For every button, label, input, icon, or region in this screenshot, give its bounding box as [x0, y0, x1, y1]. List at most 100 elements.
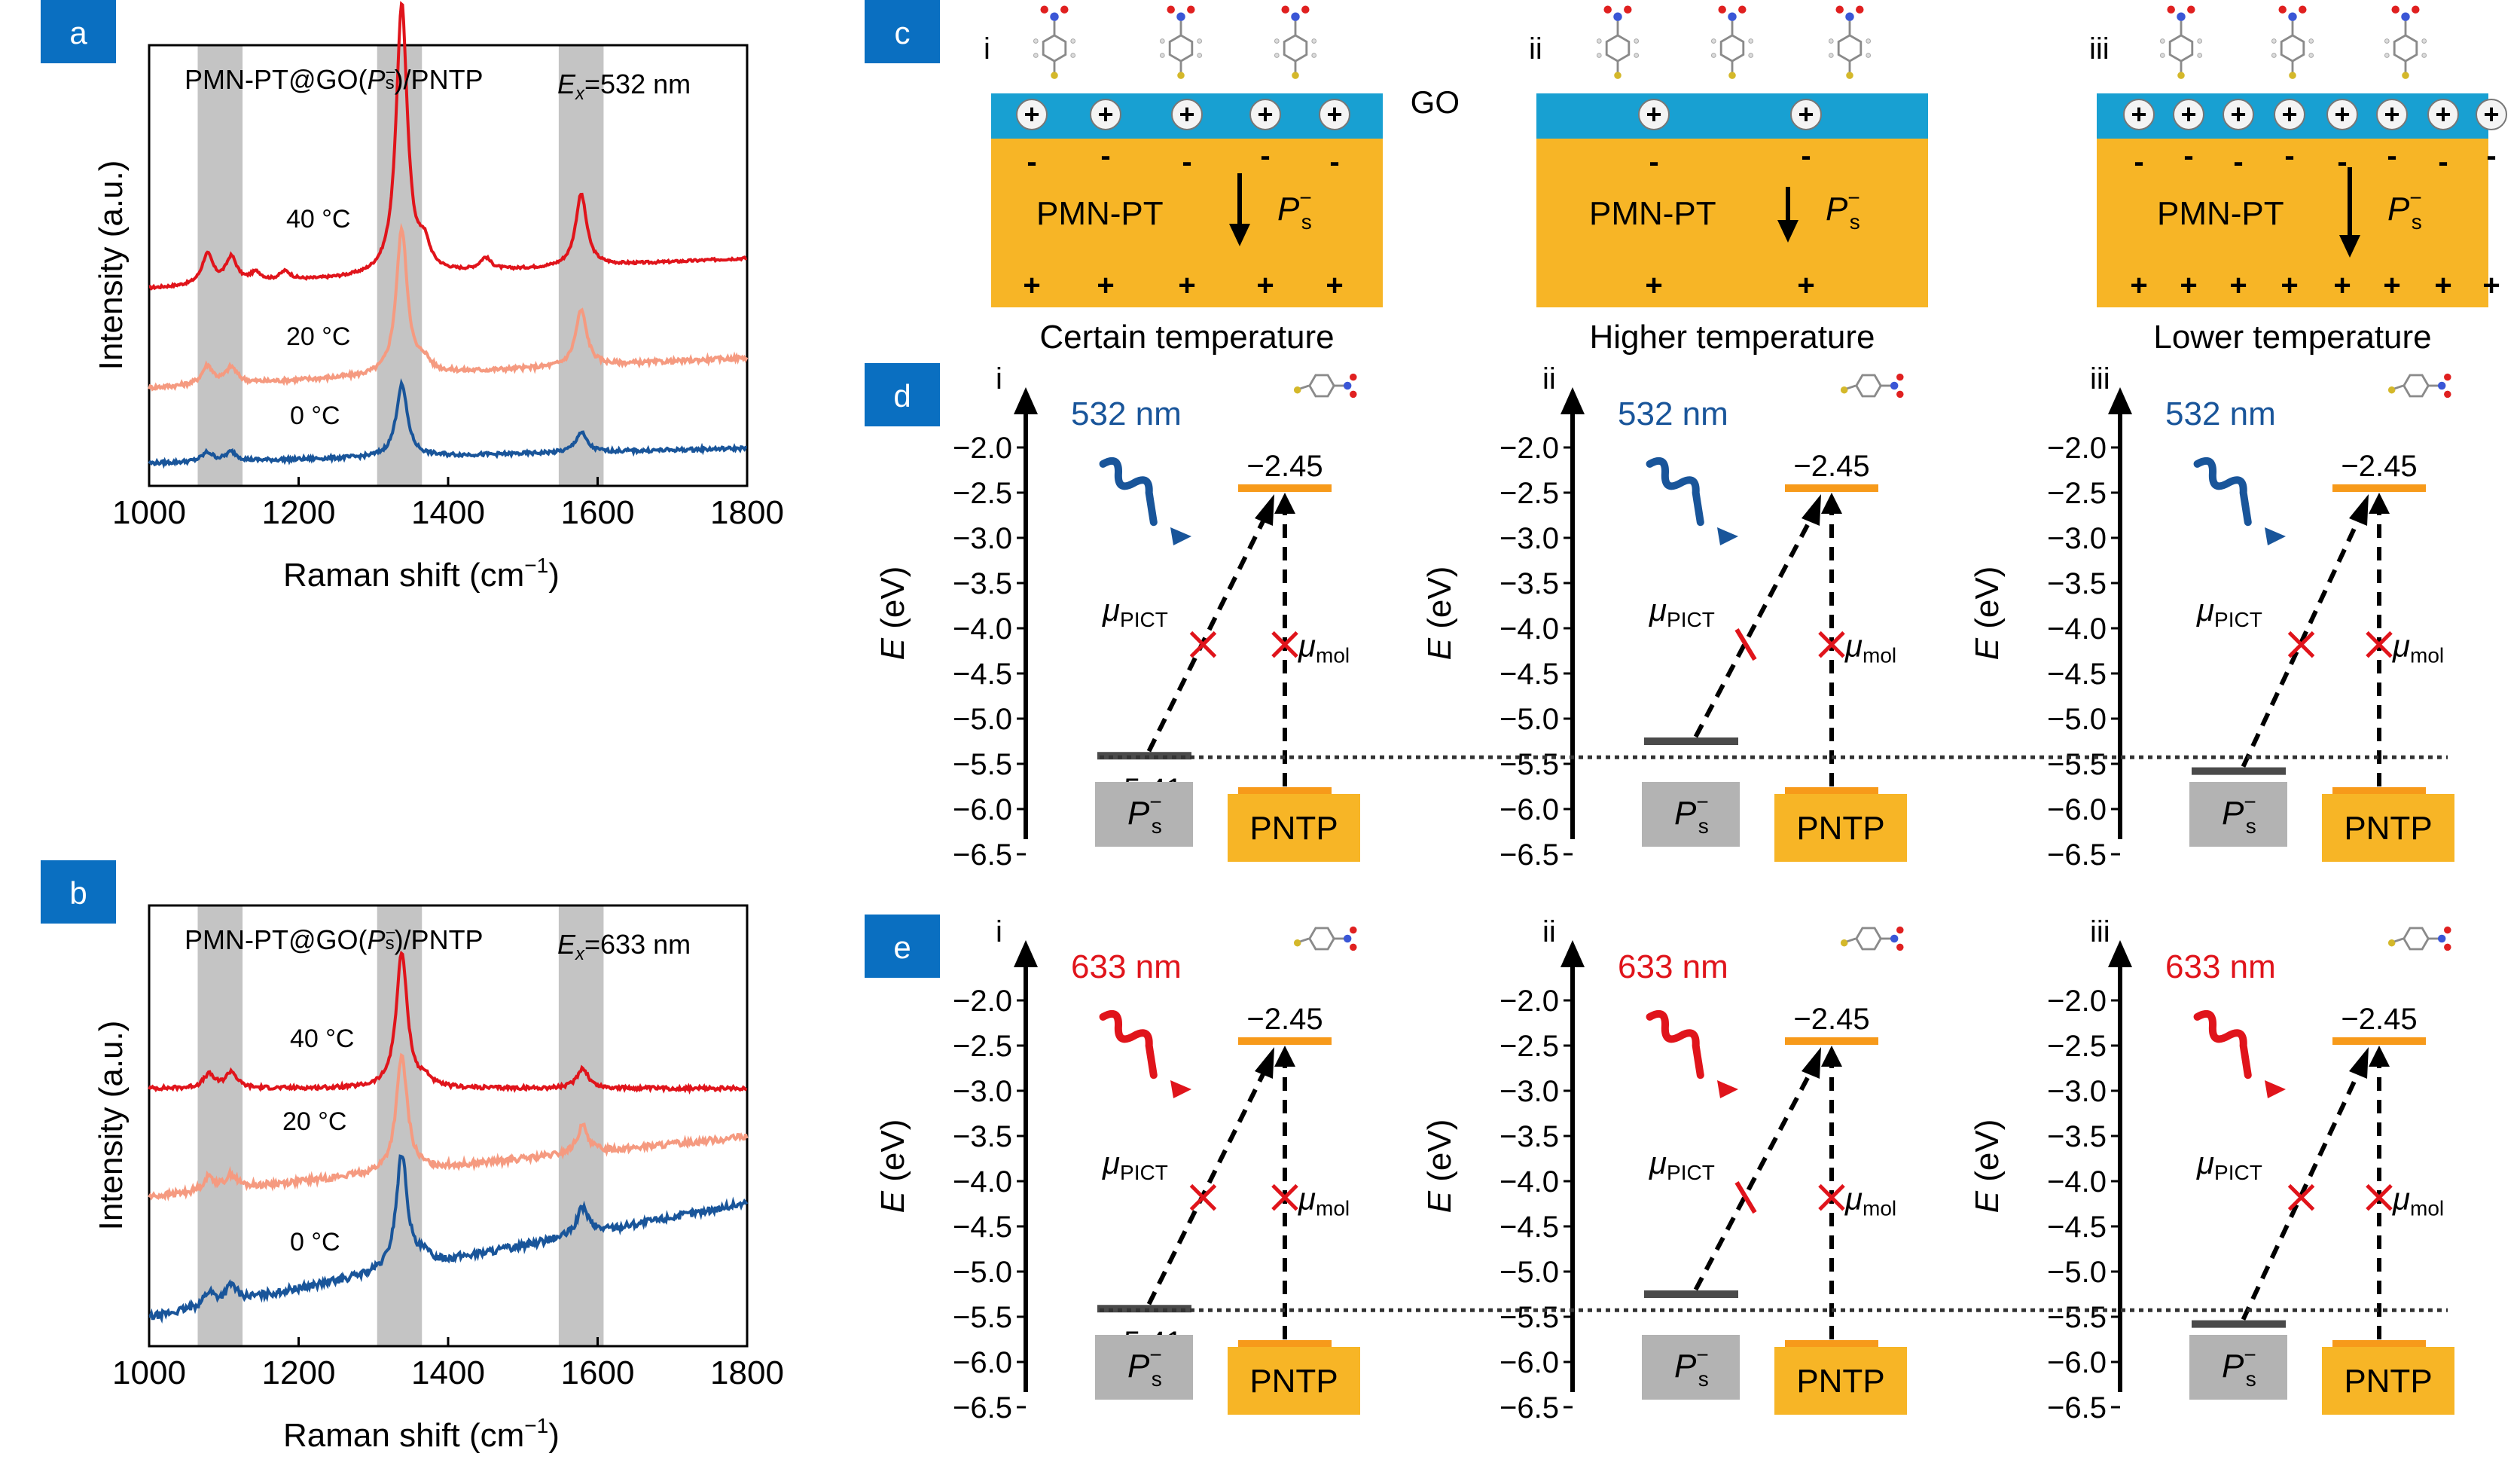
y-tick-label: −5.5 — [953, 748, 1012, 781]
ps-box — [2189, 782, 2287, 847]
hydrogen-atom — [1033, 38, 1039, 44]
bond — [2394, 937, 2404, 943]
ps-box — [1095, 1335, 1193, 1400]
schematic-i: i + - + + - + + - + + - + + - + PMN-PT P− s Certain tempera… — [984, 5, 1383, 356]
benzene-ring — [1719, 34, 1745, 63]
mu-mol-label: μmol — [1844, 628, 1896, 667]
go-layer — [1536, 93, 1928, 139]
temperature-caption: Lower temperature — [2153, 319, 2431, 356]
hydrogen-atom — [2271, 53, 2277, 58]
series-group — [148, 950, 749, 1324]
nitrogen-atom — [1845, 12, 1854, 21]
pict-cross-mark — [1189, 631, 1217, 658]
x-tick-label: 1000 — [112, 494, 186, 531]
diagram-roman: i — [996, 915, 1002, 948]
oxygen-atom — [1835, 5, 1844, 14]
energy-axis-arrowhead — [2108, 940, 2132, 967]
benzene-ring — [1605, 34, 1631, 63]
minus-sign: - — [1027, 145, 1036, 179]
ps-box-label: P− s — [2222, 790, 2256, 838]
sulfur-atom — [2387, 386, 2396, 394]
oxygen-atom — [1738, 5, 1747, 14]
hydrogen-atom — [2197, 38, 2203, 44]
minus-sign: - — [2438, 145, 2448, 179]
y-tick-label: −2.0 — [953, 985, 1012, 1018]
pmnpt-label: PMN-PT — [1589, 195, 1716, 232]
minus-sign: - — [1260, 139, 1270, 173]
hydrogen-atom — [2384, 53, 2390, 58]
hydrogen-atom — [1274, 53, 1280, 58]
series-group — [148, 1, 749, 469]
x-axis-label: Raman shift (cm−1) — [283, 1414, 560, 1454]
plus-sign: + — [1024, 99, 1039, 130]
plus-sign: + — [1645, 269, 1662, 302]
spectrum-line-0 — [148, 1, 748, 291]
laser-wave-icon — [2193, 457, 2252, 527]
mol-cross-mark — [2366, 631, 2393, 658]
pntp-box-label: PNTP — [2344, 1363, 2432, 1400]
pict-transition-arrow — [1693, 509, 1817, 738]
oxygen-atom — [1896, 390, 1904, 398]
panel-b-box — [41, 860, 116, 924]
mol-cross-mark — [1271, 631, 1298, 658]
y-axis-label: E (eV) — [1421, 1119, 1458, 1214]
plus-sign: + — [2229, 269, 2247, 302]
oxygen-atom — [1187, 5, 1195, 14]
positive-charge-icon — [2173, 99, 2204, 130]
y-tick-label: −3.0 — [953, 522, 1012, 555]
hydrogen-atom — [2384, 38, 2390, 44]
pict-transition-arrow — [2241, 1062, 2365, 1321]
hydrogen-atom — [1311, 38, 1317, 44]
y-tick-label: −3.5 — [1499, 1120, 1559, 1153]
panel-d-label: d — [893, 378, 911, 414]
positive-charge-icon — [1249, 99, 1281, 130]
x-axis-label: Raman shift (cm−1) — [283, 554, 560, 594]
pict-cross-mark — [2287, 631, 2315, 658]
x-tick-label: 1600 — [561, 1354, 635, 1391]
mol-transition-arrowhead — [2369, 493, 2390, 514]
ps-box — [1642, 1335, 1740, 1400]
nitrogen-atom — [2401, 12, 2410, 21]
nitrogen-atom — [1890, 381, 1899, 390]
plus-sign: + — [2130, 269, 2147, 302]
pict-transition-arrowhead — [2349, 494, 2369, 526]
x-axis-ticks: 1000 1200 1400 1600 1800 — [112, 1337, 784, 1391]
benzene-ring — [1308, 374, 1335, 398]
oxygen-atom — [2412, 5, 2420, 14]
y-axis-label: E (eV) — [874, 566, 911, 661]
spectrum-line-1 — [148, 1052, 749, 1202]
y-tick-label: −4.5 — [2047, 1211, 2107, 1244]
diagram-roman: iii — [2090, 915, 2110, 948]
pmnpt-label: PMN-PT — [1036, 195, 1164, 232]
mu-pict-label: μPICT — [1649, 592, 1715, 631]
y-tick-label: −2.5 — [1499, 1030, 1559, 1063]
minus-sign: - — [2183, 139, 2193, 173]
nitrogen-atom — [1176, 12, 1185, 21]
pntp-molecule-icon — [1840, 926, 1904, 951]
pntp-lumo-value: −2.45 — [1246, 1003, 1323, 1036]
positive-charge-icon — [2123, 99, 2155, 130]
sulfur-atom — [1728, 72, 1736, 79]
oxygen-atom — [1350, 373, 1357, 381]
plus-sign: + — [2434, 269, 2451, 302]
oxygen-atom — [2391, 5, 2399, 14]
hydrogen-atom — [1274, 38, 1280, 44]
series-label-40: 40 °C — [290, 1024, 354, 1053]
diagram-roman: i — [996, 362, 1002, 395]
laser-arrowhead — [2265, 527, 2286, 545]
y-tick-label: −5.5 — [2047, 748, 2107, 781]
nitrogen-atom — [1291, 12, 1300, 21]
hydrogen-atom — [1710, 53, 1716, 58]
oxygen-atom — [1718, 5, 1726, 14]
y-tick-label: −3.5 — [953, 1120, 1012, 1153]
positive-charge-icon — [1638, 99, 1670, 130]
y-tick-label: −4.0 — [953, 1165, 1012, 1199]
benzene-ring — [1837, 34, 1863, 63]
plus-sign: + — [1326, 99, 1342, 130]
hydrogen-atom — [1197, 38, 1203, 44]
pntp-box-label: PNTP — [1796, 810, 1884, 847]
y-tick-label: −4.5 — [1499, 1211, 1559, 1244]
ps-box-label: P− s — [1674, 790, 1709, 838]
y-axis-label: E (eV) — [1969, 1119, 2006, 1214]
